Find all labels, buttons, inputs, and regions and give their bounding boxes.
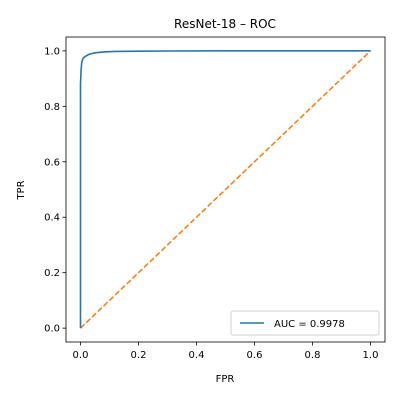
x-tick-label: 0.4 [189,350,205,361]
plot-frame [65,36,386,343]
y-tick-label: 0.8 [44,102,60,113]
x-tick-label: 1.0 [363,350,379,361]
x-tick-label: 0.8 [305,350,321,361]
plot-area [79,50,372,329]
legend-label-roc: AUC = 0.9978 [274,319,345,330]
y-tick-label: 1.0 [44,46,60,57]
x-tick-label: 0.2 [131,350,147,361]
y-tick-label: 0.0 [44,324,60,335]
legend: AUC = 0.9978 [230,310,380,336]
y-tick-label: 0.6 [44,157,60,168]
y-tick-label: 0.4 [44,213,60,224]
axis-ticks: 0.0 0.2 0.4 0.6 0.8 1.0 0.0 0.2 0.4 0.6 0.8 1.0 [44,46,378,361]
x-tick-label: 0.6 [247,350,263,361]
y-tick-label: 0.2 [44,268,60,279]
x-tick-label: 0.0 [73,350,89,361]
chart-title: ResNet-18 – ROC [174,17,276,31]
legend-box [230,310,380,336]
series-line-roc [79,50,371,329]
series-line-chance [79,50,372,329]
x-axis-label: FPR [216,374,235,385]
y-axis-label: TPR [16,180,27,200]
